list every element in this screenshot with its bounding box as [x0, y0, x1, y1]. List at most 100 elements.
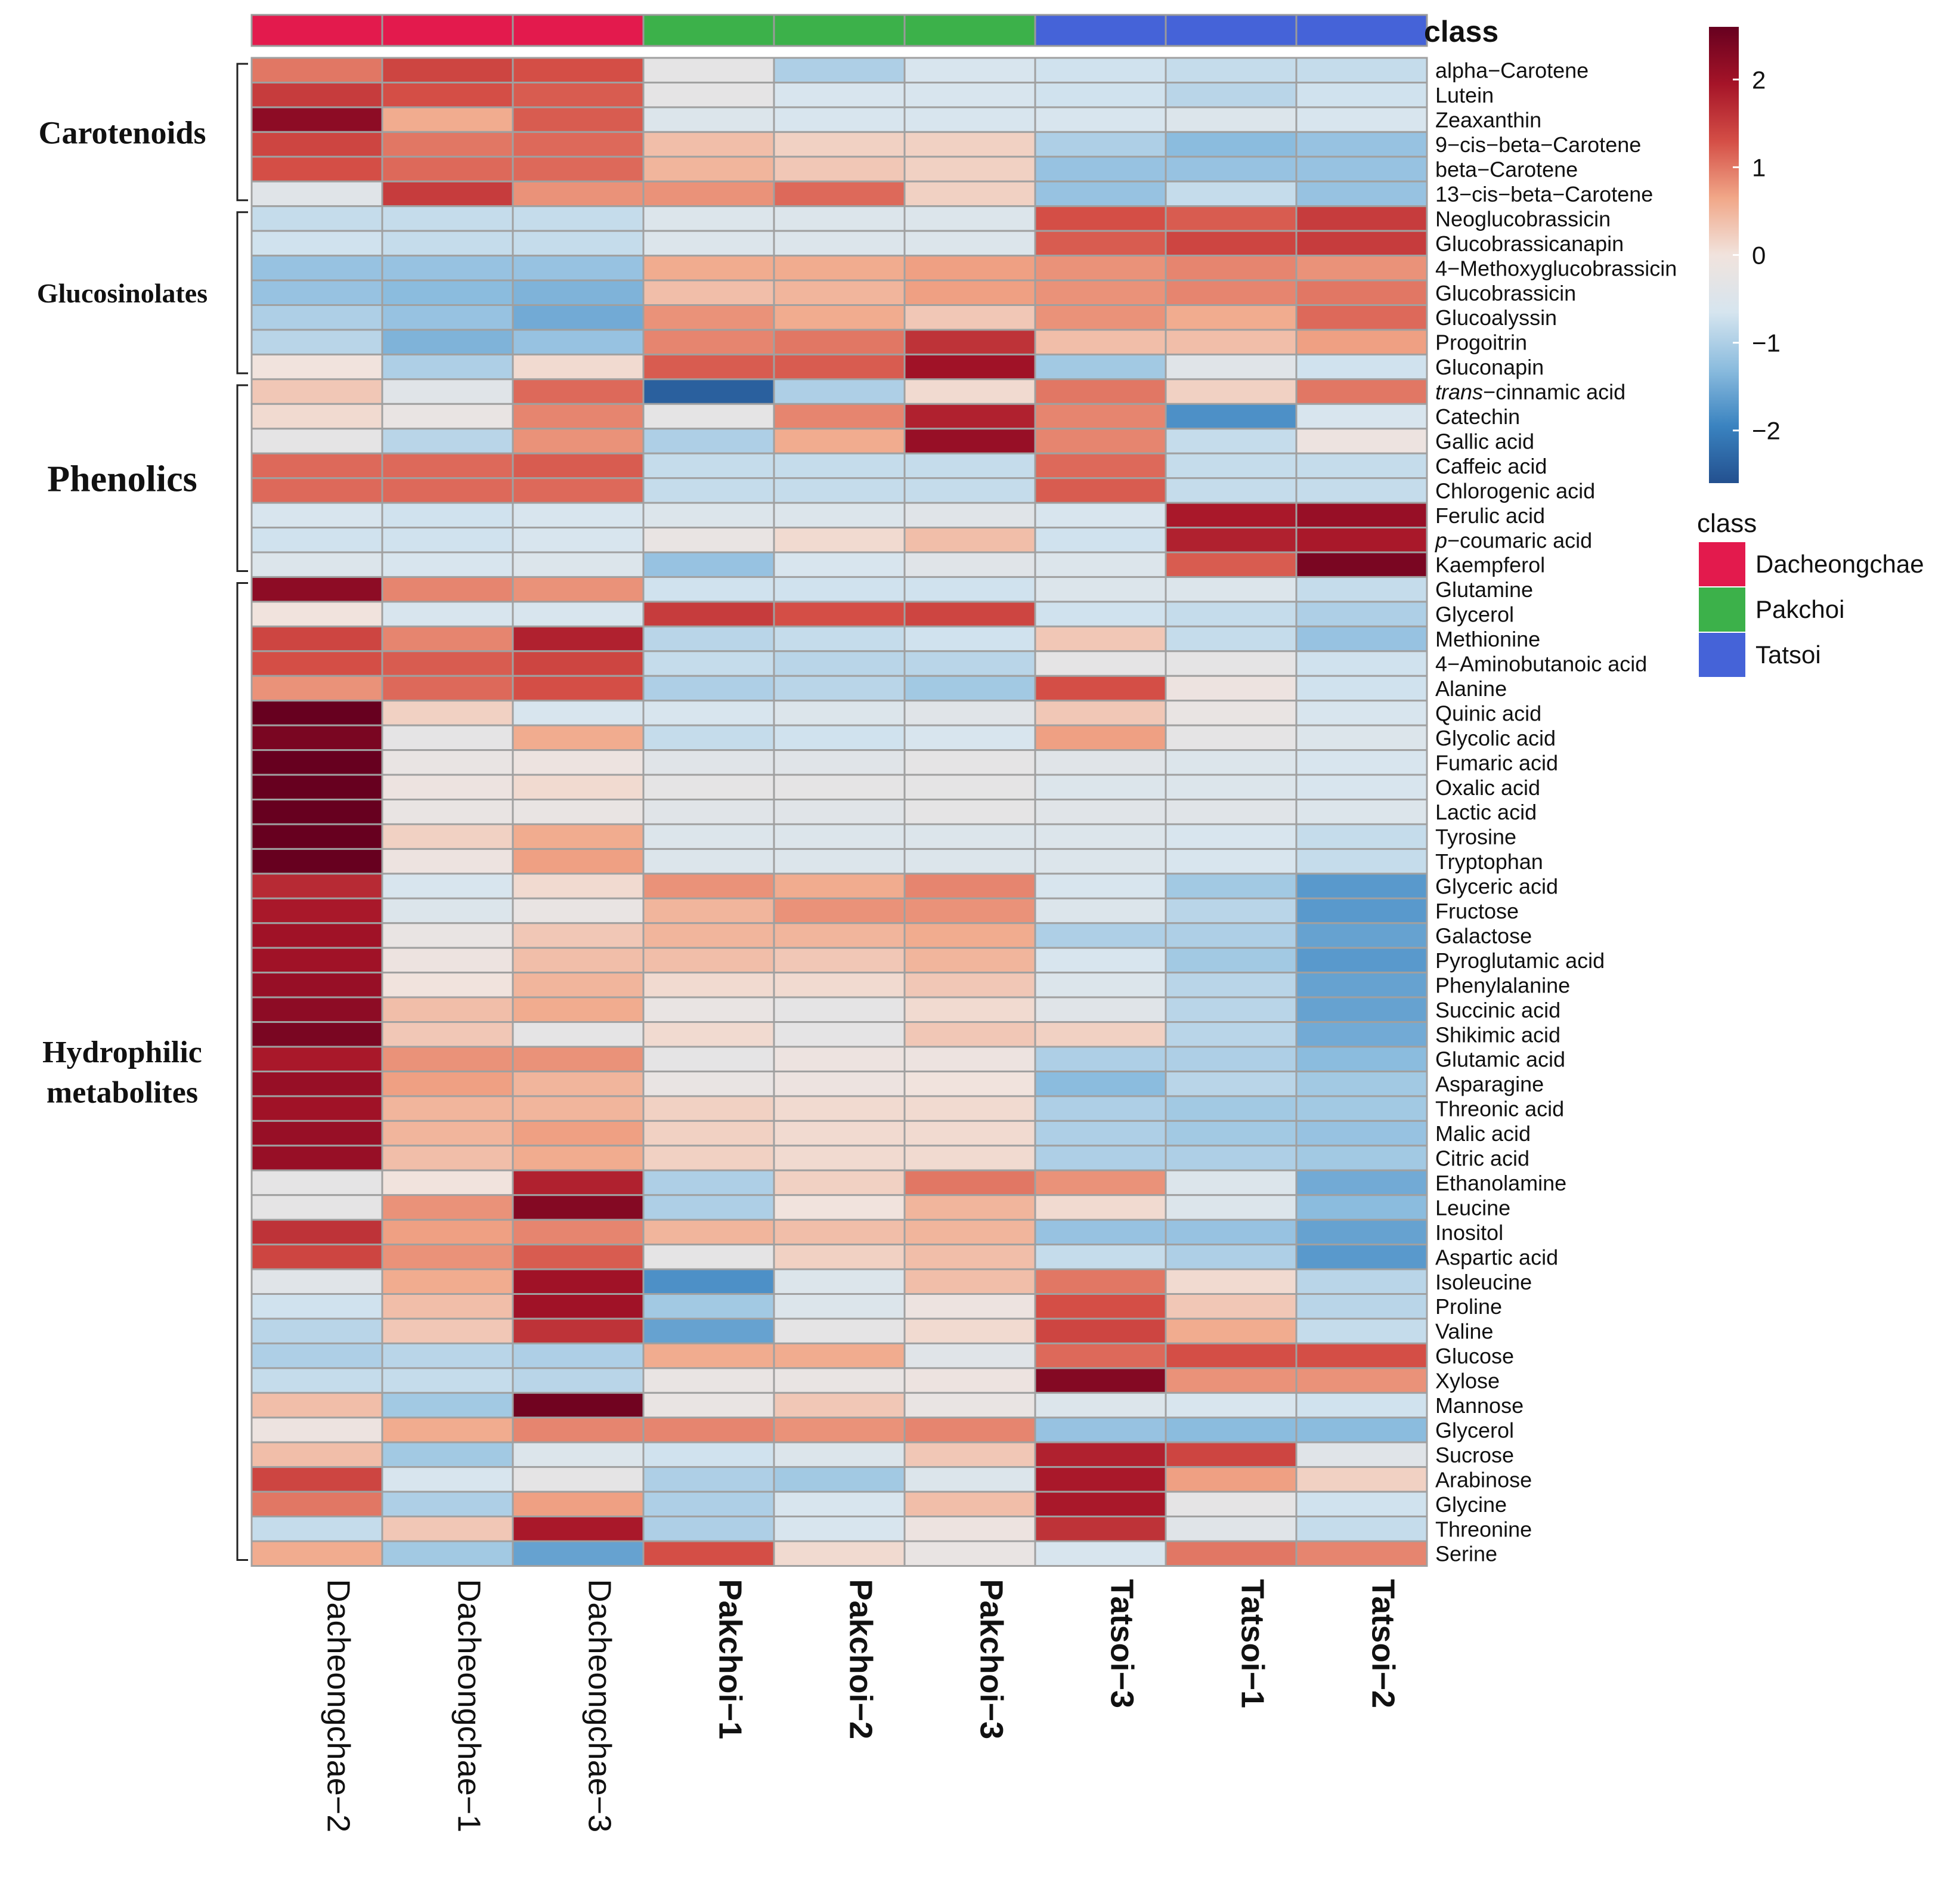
row-label: Glutamine	[1435, 577, 1533, 602]
heatmap-cell	[773, 353, 906, 381]
heatmap-cell	[512, 527, 645, 553]
heatmap-cell	[773, 700, 906, 726]
heatmap-cell	[381, 972, 514, 998]
heatmap-cell	[903, 1145, 1036, 1171]
class-cell-tatsoi	[1295, 14, 1428, 47]
row-label: Proline	[1435, 1294, 1502, 1319]
class-cell-tatsoi	[1034, 14, 1167, 47]
heatmap-cell	[1295, 156, 1428, 183]
heatmap-cell	[1165, 1095, 1298, 1122]
heatmap-cell	[381, 601, 514, 627]
heatmap-cell	[381, 1391, 514, 1419]
row-label: Catechin	[1435, 404, 1520, 429]
heatmap-cell	[642, 230, 775, 257]
heatmap-cell	[903, 922, 1036, 949]
heatmap-cell	[1034, 1540, 1167, 1567]
heatmap-cell	[903, 848, 1036, 875]
heatmap-cell	[512, 452, 645, 480]
heatmap-cell	[1165, 428, 1298, 454]
heatmap-cell	[903, 1466, 1036, 1493]
heatmap-cell	[1034, 1441, 1167, 1468]
row-label: Glycine	[1435, 1492, 1507, 1517]
heatmap-cell	[381, 1466, 514, 1493]
row-label: Inositol	[1435, 1220, 1503, 1245]
heatmap-cell	[381, 156, 514, 183]
heatmap-cell	[381, 428, 514, 454]
heatmap-cell	[773, 1293, 906, 1320]
heatmap-cell	[903, 477, 1036, 504]
heatmap-cell	[381, 279, 514, 306]
heatmap-cell	[773, 1491, 906, 1518]
heatmap-cell	[1034, 378, 1167, 405]
column-label: Pakchoi−2	[843, 1579, 879, 1739]
heatmap-cell	[642, 551, 775, 578]
heatmap-cell	[1034, 1021, 1167, 1048]
heatmap-cell	[381, 106, 514, 133]
heatmap-cell	[773, 131, 906, 158]
heatmap-cell	[1295, 279, 1428, 306]
heatmap-cell	[250, 1391, 383, 1419]
heatmap-cell	[642, 353, 775, 381]
heatmap-cell	[903, 1318, 1036, 1344]
row-label: Citric acid	[1435, 1146, 1529, 1171]
heatmap-cell	[381, 81, 514, 109]
row-label: Mannose	[1435, 1393, 1524, 1418]
heatmap-cell	[1034, 131, 1167, 158]
heatmap-cell	[250, 774, 383, 801]
color-scale-tick-label: 1	[1752, 153, 1766, 181]
heatmap-cell	[642, 1169, 775, 1196]
heatmap-cell	[250, 675, 383, 702]
row-label: Valine	[1435, 1319, 1493, 1344]
heatmap-cell	[1165, 972, 1298, 998]
heatmap-cell	[1034, 675, 1167, 702]
heatmap-cell	[512, 1120, 645, 1147]
row-label: Isoleucine	[1435, 1270, 1532, 1294]
heatmap-cell	[773, 428, 906, 454]
heatmap-cell	[512, 353, 645, 381]
row-label: Glycerol	[1435, 1418, 1514, 1442]
heatmap-cell	[903, 650, 1036, 677]
row-label: Neoglucobrassicin	[1435, 206, 1611, 231]
heatmap-cell	[773, 724, 906, 752]
heatmap-cell	[773, 1070, 906, 1097]
row-label: Quinic acid	[1435, 701, 1541, 725]
heatmap-cell	[1165, 1516, 1298, 1542]
heatmap-cell	[381, 1293, 514, 1320]
heatmap-cell	[1295, 452, 1428, 480]
heatmap-cell	[1295, 81, 1428, 109]
heatmap-cell	[1165, 650, 1298, 677]
heatmap-cell	[1165, 724, 1298, 752]
heatmap-cell	[381, 1021, 514, 1048]
heatmap-cell	[1034, 279, 1167, 306]
heatmap-cell	[1165, 329, 1298, 355]
heatmap-cell	[1165, 1466, 1298, 1493]
heatmap-cell	[512, 329, 645, 355]
heatmap-cell	[1034, 502, 1167, 529]
heatmap-cell	[642, 1540, 775, 1567]
heatmap-cell	[1295, 1046, 1428, 1072]
row-label: Glucobrassicin	[1435, 281, 1576, 305]
heatmap-cell	[1295, 650, 1428, 677]
heatmap-cell	[1165, 106, 1298, 133]
heatmap-cell	[1295, 230, 1428, 257]
row-label: Methionine	[1435, 627, 1540, 651]
heatmap-cell	[1034, 428, 1167, 454]
heatmap-cell	[773, 205, 906, 232]
row-label: beta−Carotene	[1435, 157, 1578, 182]
heatmap-cell	[381, 625, 514, 653]
heatmap-cell	[1295, 922, 1428, 949]
group-brackets: Carotenoids Glucosinolates Phenolics Hydrop…	[37, 63, 248, 1561]
heatmap-cell	[381, 1540, 514, 1567]
heatmap-cell	[773, 403, 906, 430]
heatmap-cell	[381, 57, 514, 84]
heatmap-cell	[1295, 106, 1428, 133]
heatmap-cell	[642, 1391, 775, 1419]
heatmap-cell	[642, 576, 775, 603]
row-label: Phenylalanine	[1435, 973, 1570, 997]
row-label: Shikimic acid	[1435, 1022, 1560, 1047]
row-label: Malic acid	[1435, 1121, 1531, 1146]
heatmap-cell	[1295, 1391, 1428, 1419]
heatmap-cell	[903, 131, 1036, 158]
heatmap-cell	[642, 601, 775, 627]
heatmap-cell	[381, 1169, 514, 1196]
